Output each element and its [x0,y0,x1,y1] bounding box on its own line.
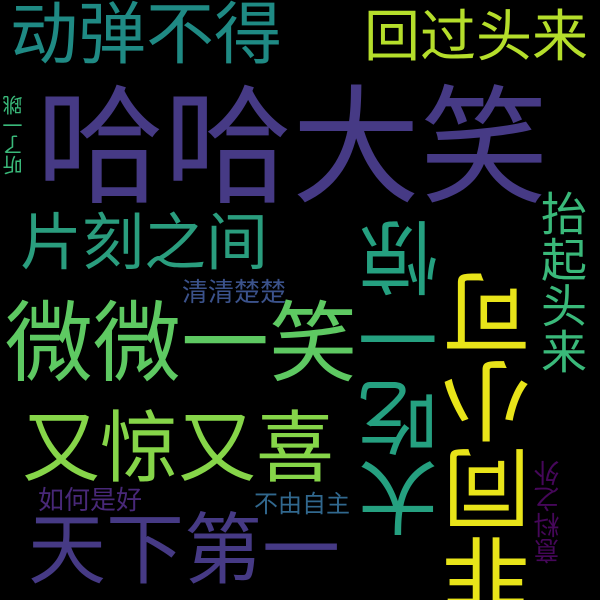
word-buyou-zizhu: 不由自主 [254,490,350,518]
word-tianxia-diyi: 天下第一 [28,506,341,596]
word-dachi-yijing: 大吃一惊 [358,218,451,538]
word-ruhe-shihao: 如何是好 [38,486,143,516]
word-youjing-youxi: 又惊又喜 [22,404,335,494]
word-taiqi-toulai: 抬起头来 [534,190,588,374]
word-huiguo-toulai: 回过头来 [364,5,588,70]
word-feitong-xiaoke: 非同小可 [442,270,545,600]
word-pianke-zhijian: 片刻之间 [20,206,269,279]
word-haha-daxiao: 哈哈大笑 [36,74,549,223]
word-tingle-yitiao: 听了一跳 [2,95,26,175]
word-dongtan-bude: 动弹不得 [10,0,283,75]
word-qingqing-chuchu: 清清楚楚 [182,278,287,308]
word-yiliao-zhiwai: 意料之外 [534,460,564,564]
word-weiwei-yixiao: 微微一笑 [5,292,358,395]
